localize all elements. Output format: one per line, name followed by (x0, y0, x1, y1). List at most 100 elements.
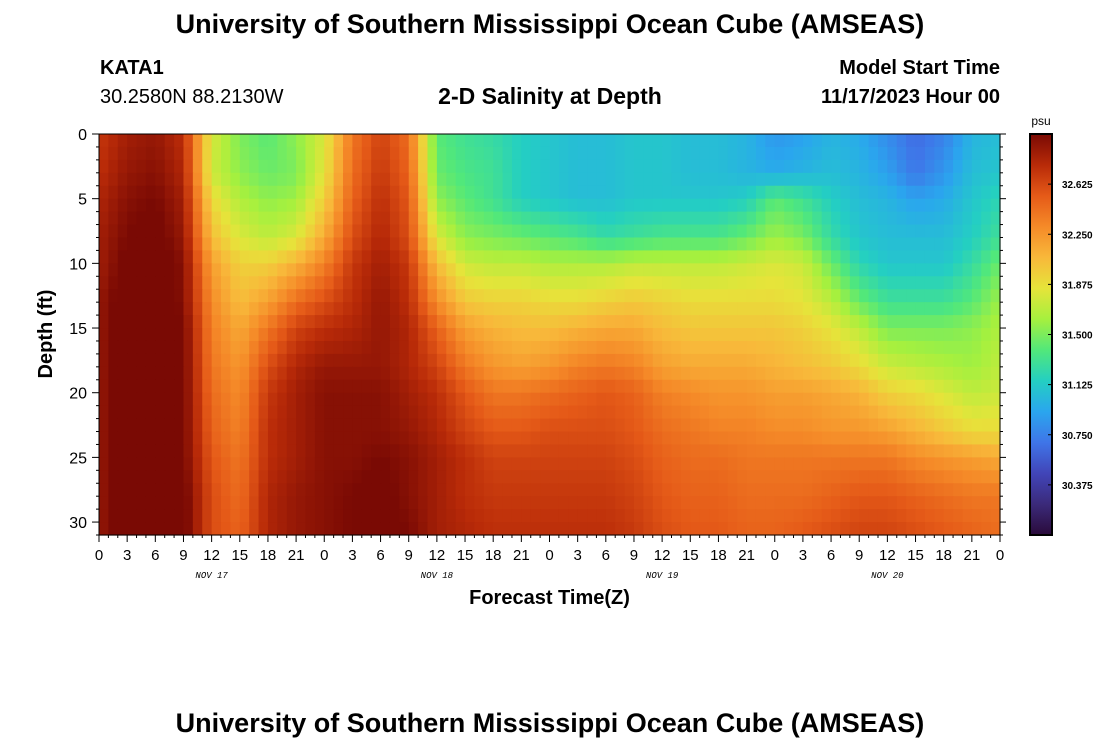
heatmap-cell (877, 237, 888, 252)
heatmap-cell (211, 263, 222, 277)
heatmap-cell (389, 250, 400, 264)
heatmap-cell (371, 198, 382, 213)
heatmap-cell (267, 237, 278, 252)
heatmap-cell (924, 224, 935, 239)
heatmap-cell (849, 159, 860, 174)
heatmap-cell (99, 237, 109, 252)
heatmap-cell (971, 134, 982, 148)
heatmap-cell (286, 470, 297, 484)
heatmap-cell (558, 457, 569, 471)
heatmap-cell (277, 211, 288, 226)
heatmap-cell (502, 366, 513, 381)
heatmap-cell (962, 340, 973, 355)
heatmap-cell (286, 146, 297, 161)
heatmap-cell (314, 483, 325, 497)
heatmap-cell (849, 211, 860, 226)
heatmap-cell (352, 198, 363, 213)
heatmap-cell (221, 315, 231, 329)
heatmap-cell (868, 431, 879, 446)
heatmap-cell (521, 353, 532, 368)
heatmap-cell (981, 263, 992, 277)
heatmap-cell (643, 431, 654, 446)
heatmap-cell (333, 315, 344, 329)
heatmap-cell (577, 366, 588, 381)
heatmap-cell (821, 159, 832, 174)
heatmap-cell (821, 340, 832, 355)
heatmap-cell (389, 496, 400, 510)
heatmap-cell (108, 134, 119, 148)
heatmap-cell (549, 276, 560, 290)
heatmap-cell (521, 340, 532, 355)
heatmap-cell (877, 224, 888, 239)
heatmap-cell (455, 198, 466, 213)
heatmap-cell (511, 444, 522, 458)
heatmap-cell (943, 159, 954, 174)
heatmap-cell (145, 224, 156, 239)
heatmap-cell (990, 224, 1001, 239)
heatmap-cell (755, 134, 766, 148)
heatmap-cell (324, 392, 335, 407)
heatmap-cell (915, 509, 926, 523)
heatmap-cell (953, 392, 964, 407)
heatmap-cell (296, 328, 307, 342)
heatmap-cell (962, 418, 973, 433)
heatmap-cell (511, 159, 522, 174)
heatmap-cell (709, 276, 720, 290)
heatmap-cell (549, 444, 560, 458)
heatmap-cell (718, 250, 729, 264)
heatmap-cell (718, 509, 729, 523)
heatmap-cell (821, 328, 832, 342)
heatmap-cell (652, 353, 663, 368)
heatmap-cell (774, 392, 785, 407)
heatmap-cell (849, 392, 860, 407)
heatmap-cell (343, 224, 354, 239)
heatmap-cell (831, 366, 842, 381)
heatmap-cell (192, 250, 203, 264)
heatmap-cell (746, 185, 757, 200)
heatmap-cell (953, 353, 964, 368)
heatmap-cell (981, 470, 992, 484)
heatmap-cell (568, 263, 579, 277)
heatmap-cell (343, 340, 354, 355)
heatmap-cell (915, 159, 926, 174)
heatmap-cell (436, 289, 447, 303)
heatmap-cell (690, 172, 701, 187)
heatmap-cell (906, 457, 917, 471)
heatmap-cell (746, 146, 757, 161)
heatmap-cell (352, 392, 363, 407)
heatmap-cell (127, 289, 138, 303)
heatmap-cell (267, 483, 278, 497)
heatmap-cell (652, 470, 663, 484)
heatmap-cell (981, 379, 992, 394)
x-tick-label: 15 (457, 547, 474, 564)
x-tick-label: 3 (799, 547, 807, 564)
heatmap-cell (258, 353, 269, 368)
heatmap-cell (305, 405, 316, 420)
heatmap-cell (530, 457, 541, 471)
heatmap-cell (774, 185, 785, 200)
heatmap-cell (286, 379, 297, 394)
heatmap-cell (887, 496, 898, 510)
heatmap-cell (849, 276, 860, 290)
heatmap-cell (812, 328, 823, 342)
heatmap-cell (136, 302, 147, 316)
heatmap-cell (859, 146, 870, 161)
heatmap-cell (427, 250, 438, 264)
heatmap-cell (962, 263, 973, 277)
heatmap-cell (380, 418, 391, 433)
heatmap-cell (483, 289, 494, 303)
heatmap-cell (821, 418, 832, 433)
heatmap-cell (962, 224, 973, 239)
heatmap-cell (643, 211, 654, 226)
heatmap-cell (784, 198, 795, 213)
heatmap-cell (164, 302, 175, 316)
heatmap-cell (737, 431, 748, 446)
heatmap-cell (990, 431, 1001, 446)
heatmap-cell (690, 315, 701, 329)
heatmap-cell (230, 289, 241, 303)
heatmap-cell (699, 496, 710, 510)
heatmap-cell (746, 457, 757, 471)
heatmap-cell (915, 276, 926, 290)
heatmap-cell (662, 185, 673, 200)
x-tick-label: 9 (179, 547, 187, 564)
